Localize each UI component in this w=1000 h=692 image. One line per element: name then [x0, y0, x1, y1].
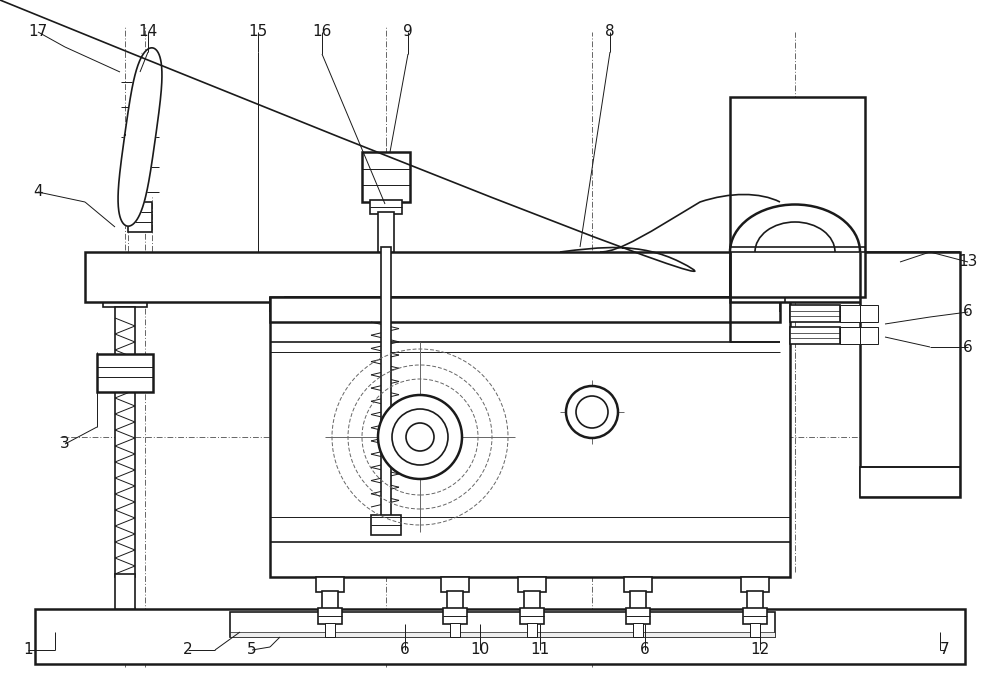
Text: 2: 2 — [183, 642, 193, 657]
Bar — [103, 262, 147, 307]
Polygon shape — [118, 48, 162, 226]
Circle shape — [576, 396, 608, 428]
Bar — [285, 297, 775, 312]
Text: 9: 9 — [403, 24, 413, 39]
Text: 10: 10 — [470, 642, 490, 657]
Bar — [318, 608, 342, 624]
Bar — [381, 247, 391, 517]
Bar — [630, 591, 646, 609]
Text: 6: 6 — [400, 642, 410, 657]
Bar — [518, 577, 546, 592]
Text: 8: 8 — [605, 24, 615, 39]
Text: 6: 6 — [963, 340, 973, 354]
Text: 4: 4 — [33, 185, 43, 199]
Text: 11: 11 — [530, 642, 550, 657]
Text: 6: 6 — [963, 304, 973, 320]
Bar — [840, 305, 860, 322]
Bar — [322, 591, 338, 609]
Bar — [860, 305, 878, 322]
Bar — [750, 623, 760, 637]
Text: 6: 6 — [640, 642, 650, 657]
Bar — [270, 297, 790, 577]
Circle shape — [378, 395, 462, 479]
Bar — [524, 591, 540, 609]
Bar — [35, 609, 965, 664]
Bar — [450, 623, 460, 637]
Text: 15: 15 — [248, 24, 268, 39]
Circle shape — [566, 386, 618, 438]
Bar — [626, 608, 650, 624]
Bar — [230, 632, 775, 637]
Text: 13: 13 — [958, 255, 978, 269]
Bar — [527, 623, 537, 637]
Text: 3: 3 — [60, 437, 70, 451]
Bar — [230, 612, 775, 637]
Bar — [860, 327, 878, 344]
Bar — [790, 327, 840, 344]
Bar — [624, 577, 652, 592]
Bar — [747, 591, 763, 609]
Bar — [520, 608, 544, 624]
Bar — [115, 307, 135, 577]
Bar — [741, 577, 769, 592]
Bar — [790, 305, 840, 322]
Bar — [85, 252, 785, 302]
Bar — [371, 515, 401, 535]
Circle shape — [406, 423, 434, 451]
Bar — [860, 252, 960, 497]
Bar — [325, 623, 335, 637]
Bar — [270, 297, 780, 322]
Text: 17: 17 — [28, 24, 48, 39]
Bar — [633, 623, 643, 637]
Text: 7: 7 — [940, 642, 950, 657]
Bar — [316, 577, 344, 592]
Text: 16: 16 — [312, 24, 332, 39]
Bar — [730, 97, 865, 297]
Bar — [860, 467, 960, 497]
Bar — [743, 608, 767, 624]
Bar — [443, 608, 467, 624]
Bar — [730, 247, 865, 252]
Text: 1: 1 — [23, 642, 33, 657]
Bar — [97, 354, 153, 392]
Bar — [370, 200, 402, 214]
Circle shape — [392, 409, 448, 465]
Bar — [128, 202, 152, 232]
Text: 5: 5 — [247, 642, 257, 657]
Bar — [115, 574, 135, 609]
Bar — [840, 327, 860, 344]
Text: 12: 12 — [750, 642, 770, 657]
Bar — [441, 577, 469, 592]
Bar — [730, 257, 930, 302]
Bar — [447, 591, 463, 609]
Bar — [378, 212, 394, 252]
Text: 14: 14 — [138, 24, 158, 39]
Bar — [362, 152, 410, 202]
